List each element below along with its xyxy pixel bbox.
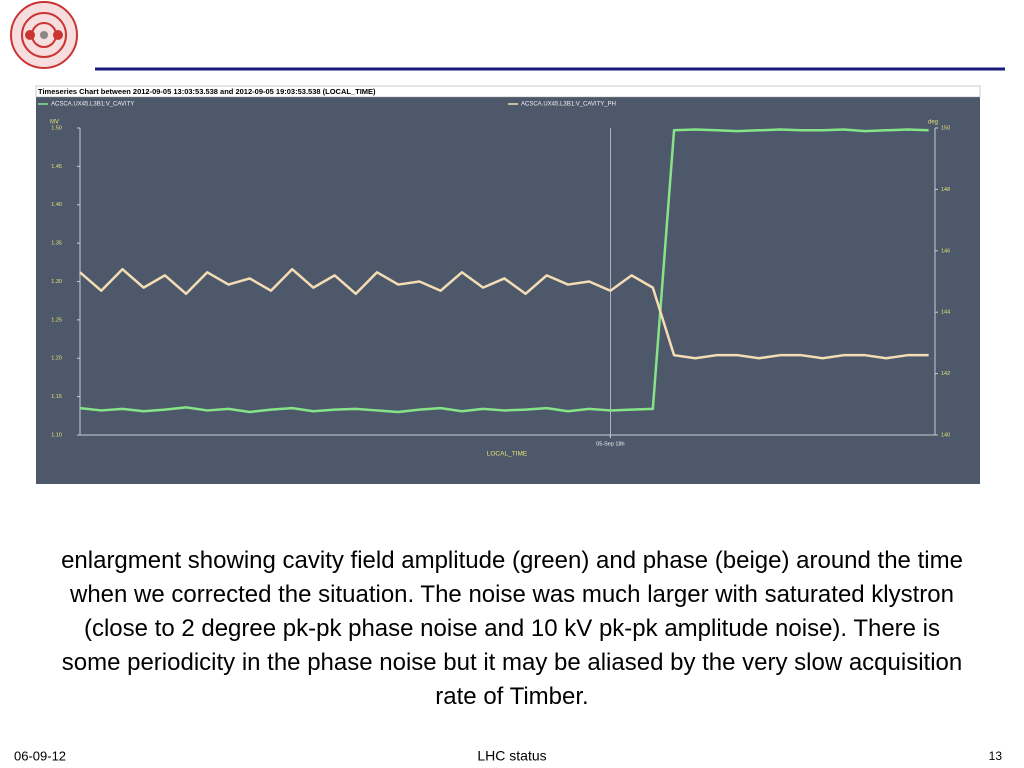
x-tick-label: 05-Sep 18h [596, 441, 624, 447]
y-tick-label: 1.50 [51, 125, 62, 131]
footer-date: 06-09-12 [14, 748, 66, 763]
y-tick-label: 1.35 [51, 241, 62, 247]
legend-label: ACSCA.UX45.L3B1:V_CAVITY_PH [521, 102, 616, 108]
y2-tick-label: 146 [941, 248, 950, 254]
caption: enlargment showing cavity field amplitud… [61, 547, 963, 710]
legend-label: ACSCA.UX45.L3B1:V_CAVITY [51, 102, 134, 108]
y-tick-label: 1.20 [51, 356, 62, 362]
footer-title: LHC status [477, 748, 546, 764]
y2-tick-label: 144 [941, 310, 950, 316]
y-tick-label: 1.40 [51, 202, 62, 208]
chart-title: Timeseries Chart between 2012-09-05 13:0… [38, 87, 376, 96]
y-tick-label: 1.15 [51, 394, 62, 400]
page-number: 13 [989, 749, 1003, 763]
y2-tick-label: 150 [941, 125, 950, 131]
y-tick-label: 1.10 [51, 432, 62, 438]
x-axis-label: LOCAL_TIME [487, 451, 528, 458]
y2-axis-label: deg [928, 120, 938, 126]
logo [10, 1, 78, 69]
chart-title-bar [35, 85, 981, 98]
y-tick-label: 1.25 [51, 317, 62, 323]
y2-tick-label: 140 [941, 432, 950, 438]
series-line [79, 128, 929, 414]
y2-tick-label: 148 [941, 187, 950, 193]
y-tick-label: 1.30 [51, 279, 62, 285]
series-line [79, 267, 929, 360]
y2-tick-label: 142 [941, 371, 950, 377]
y-tick-label: 1.45 [51, 164, 62, 170]
y-axis-label: MV [50, 120, 59, 126]
